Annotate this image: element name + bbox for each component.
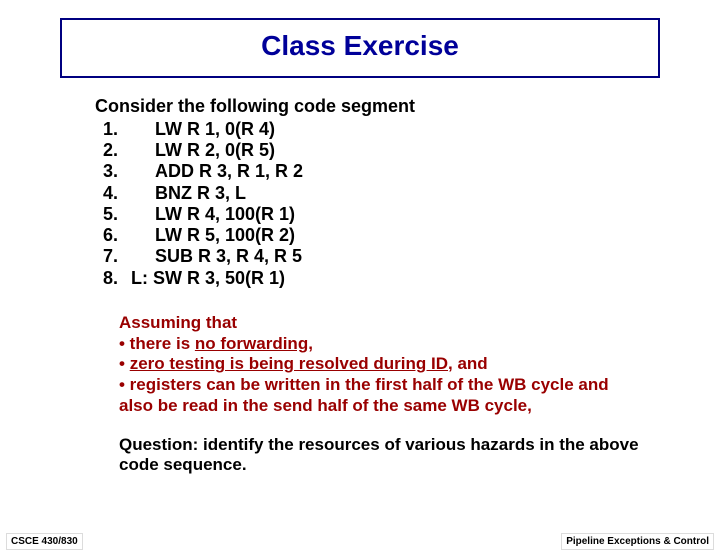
code-ins: LW R 2, 0(R 5) [131,140,275,161]
code-num: 6. [95,225,131,246]
code-ins: ADD R 3, R 1, R 2 [131,161,303,182]
assume-heading: Assuming that [119,313,640,334]
code-row: 4. BNZ R 3, L [95,183,640,204]
code-row: 6. LW R 5, 100(R 2) [95,225,640,246]
code-ins: LW R 5, 100(R 2) [131,225,295,246]
code-ins: L: SW R 3, 50(R 1) [131,268,285,289]
code-row: 1. LW R 1, 0(R 4) [95,119,640,140]
code-num: 3. [95,161,131,182]
code-row: 7. SUB R 3, R 4, R 5 [95,246,640,267]
code-num: 4. [95,183,131,204]
b2-post: , and [448,354,488,373]
code-list: 1. LW R 1, 0(R 4) 2. LW R 2, 0(R 5) 3. A… [95,119,640,289]
code-row: 3. ADD R 3, R 1, R 2 [95,161,640,182]
code-num: 2. [95,140,131,161]
code-ins: LW R 1, 0(R 4) [131,119,275,140]
code-row: 8. L: SW R 3, 50(R 1) [95,268,640,289]
content-area: Consider the following code segment 1. L… [95,96,640,476]
footer-left: CSCE 430/830 [6,533,83,550]
code-num: 5. [95,204,131,225]
intro-text: Consider the following code segment [95,96,640,117]
slide-title: Class Exercise [62,30,658,62]
code-ins: BNZ R 3, L [131,183,246,204]
b1-post: , [308,334,313,353]
code-num: 7. [95,246,131,267]
assumptions-block: Assuming that • there is no forwarding , … [119,313,640,417]
b2-pre: • [119,354,130,373]
assume-bullet-2: • zero testing is being resolved during … [119,354,640,375]
assume-bullet-1: • there is no forwarding, [119,334,640,355]
b1-pre: • there is [119,334,195,353]
code-ins: LW R 4, 100(R 1) [131,204,295,225]
code-ins: SUB R 3, R 4, R 5 [131,246,302,267]
b1-ul: no forwarding [195,334,308,353]
code-row: 2. LW R 2, 0(R 5) [95,140,640,161]
code-row: 5. LW R 4, 100(R 1) [95,204,640,225]
title-box: Class Exercise [60,18,660,78]
footer-right: Pipeline Exceptions & Control [561,533,714,550]
question-block: Question: identify the resources of vari… [119,435,640,476]
assume-bullet-3: • registers can be written in the first … [119,375,640,416]
b2-ul: zero testing is being resolved during ID [130,354,448,373]
code-num: 1. [95,119,131,140]
code-num: 8. [95,268,131,289]
